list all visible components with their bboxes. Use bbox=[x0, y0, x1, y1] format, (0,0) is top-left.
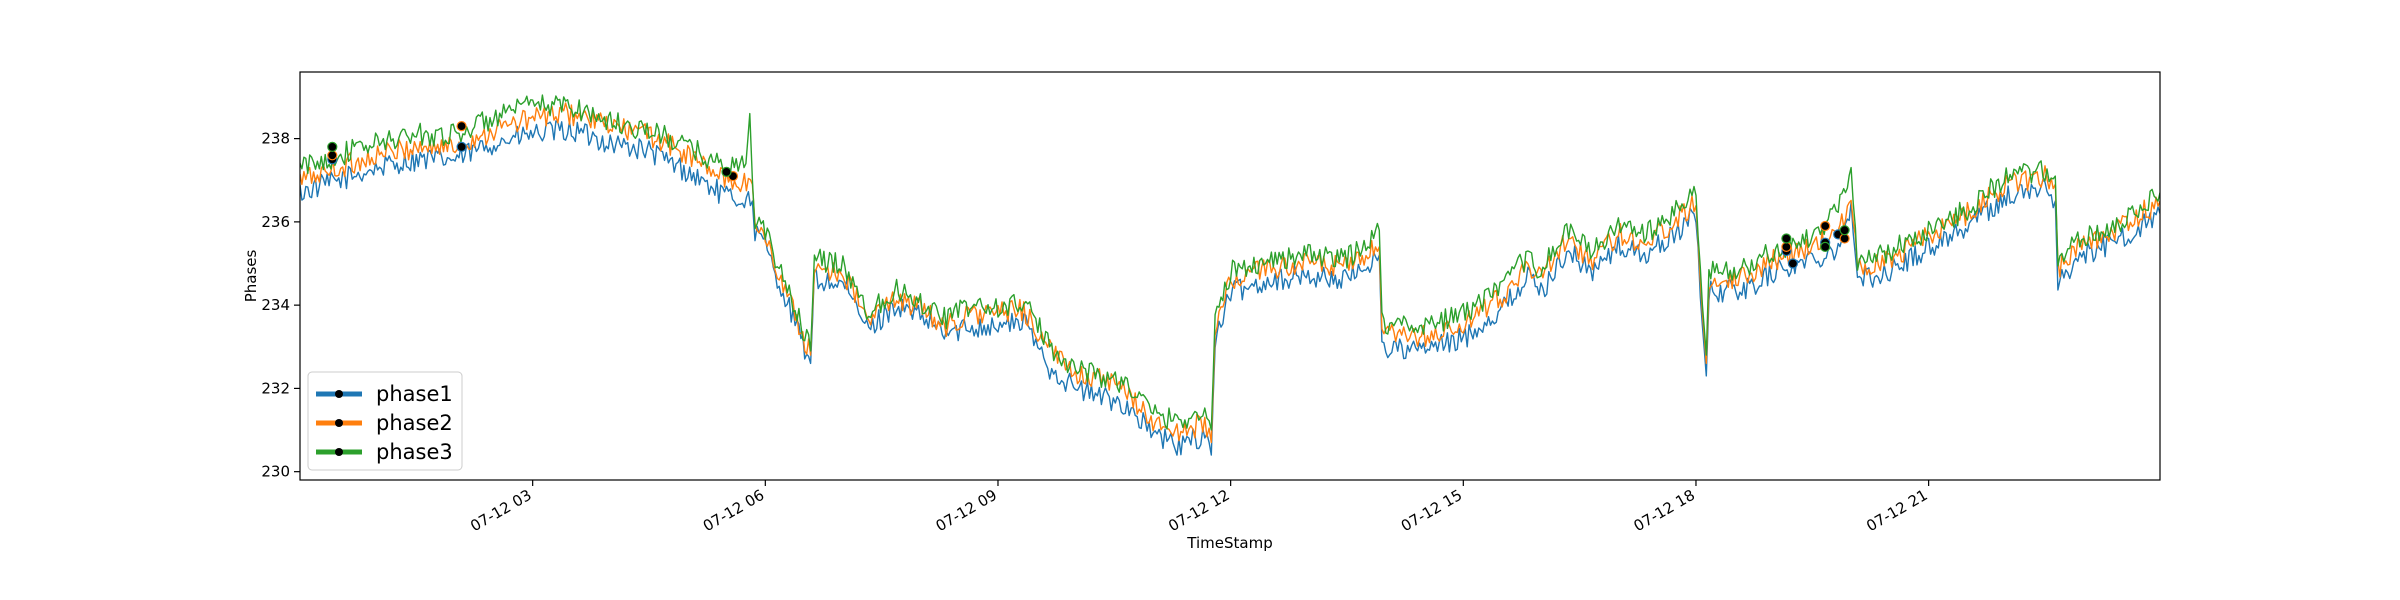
anomaly-marker-layer bbox=[327, 120, 1850, 269]
series-layer bbox=[300, 94, 2160, 456]
anomaly-marker-phase1-3 bbox=[1787, 258, 1799, 269]
anomaly-marker-phase3-4 bbox=[1839, 225, 1850, 236]
anomaly-marker-phase3-0 bbox=[327, 141, 338, 152]
x-axis-title: TimeStamp bbox=[1186, 534, 1272, 552]
y-axis: 230 232 234 236 238 bbox=[261, 130, 300, 481]
anomaly-marker-phase1-1 bbox=[456, 141, 467, 152]
y-tick-label-236: 236 bbox=[261, 213, 290, 231]
y-tick-label-230: 230 bbox=[261, 463, 290, 481]
anomaly-marker-phase2-5 bbox=[1839, 233, 1850, 244]
anomaly-marker-phase2-4 bbox=[1820, 220, 1831, 232]
legend-label-phase2: phase2 bbox=[376, 411, 453, 435]
y-tick-label-232: 232 bbox=[261, 379, 290, 397]
anomaly-marker-phase2-3 bbox=[1781, 241, 1792, 252]
anomaly-marker-phase3-1 bbox=[721, 166, 732, 177]
legend-marker-phase3 bbox=[335, 448, 343, 456]
y-tick-label-238: 238 bbox=[261, 130, 290, 148]
y-axis-title: Phases bbox=[242, 250, 260, 303]
anomaly-marker-phase2-1 bbox=[456, 120, 467, 132]
legend: phase1 phase2 phase3 bbox=[307, 371, 463, 471]
legend-label-phase1: phase1 bbox=[376, 382, 453, 406]
legend-marker-phase2 bbox=[335, 419, 343, 427]
plot-area-frame bbox=[299, 71, 2161, 481]
legend-marker-phase1 bbox=[335, 390, 343, 398]
legend-label-phase3: phase3 bbox=[376, 440, 453, 464]
series-line-phase3 bbox=[300, 94, 2160, 431]
anomaly-marker-phase3-3 bbox=[1820, 241, 1831, 252]
anomaly-marker-phase3-2 bbox=[1781, 233, 1792, 244]
y-tick-label-234: 234 bbox=[261, 296, 290, 314]
anomaly-marker-phase2-0 bbox=[327, 150, 338, 161]
